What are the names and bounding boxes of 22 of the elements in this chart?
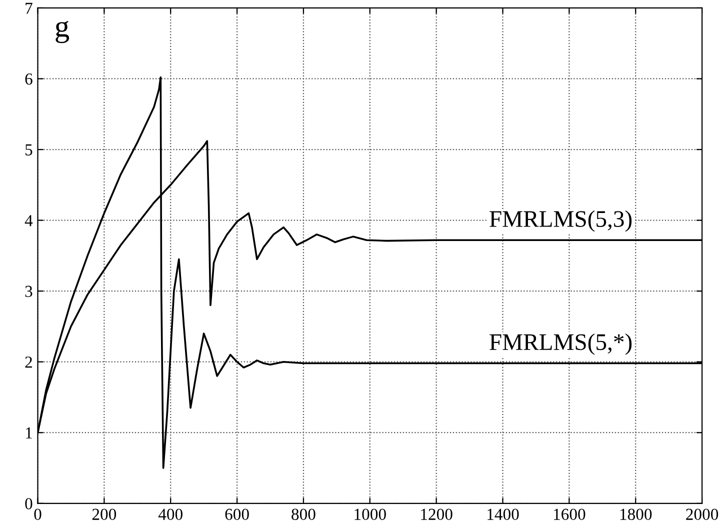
y-tick-label: 1: [26, 427, 32, 438]
x-tick-label: 1600: [554, 508, 586, 520]
x-tick-label: 1000: [354, 508, 386, 520]
y-tick-label: 2: [25, 356, 32, 368]
x-tick-label: 0: [34, 508, 42, 520]
x-tick-label: 800: [292, 508, 316, 520]
y-tick-label: 6: [25, 73, 32, 85]
x-tick-label: 1200: [421, 508, 452, 520]
series-label: FMRLMS(5,3): [490, 210, 632, 232]
x-tick-label: 2000: [686, 508, 718, 520]
x-tick-label: 600: [225, 508, 249, 520]
series-label: FMRLMS(5,*): [490, 334, 632, 355]
y-tick-label: 4: [24, 215, 33, 226]
annotation: g: [56, 20, 70, 44]
y-tick-label: 3: [25, 286, 32, 298]
x-tick-label: 200: [92, 508, 116, 520]
x-tick-label: 1400: [488, 508, 519, 520]
x-tick-label: 400: [158, 508, 182, 520]
y-tick-label: 7: [26, 2, 32, 14]
y-tick-label: 0: [25, 498, 32, 510]
x-tick-label: 1800: [620, 508, 652, 520]
y-tick-label: 5: [26, 144, 32, 156]
